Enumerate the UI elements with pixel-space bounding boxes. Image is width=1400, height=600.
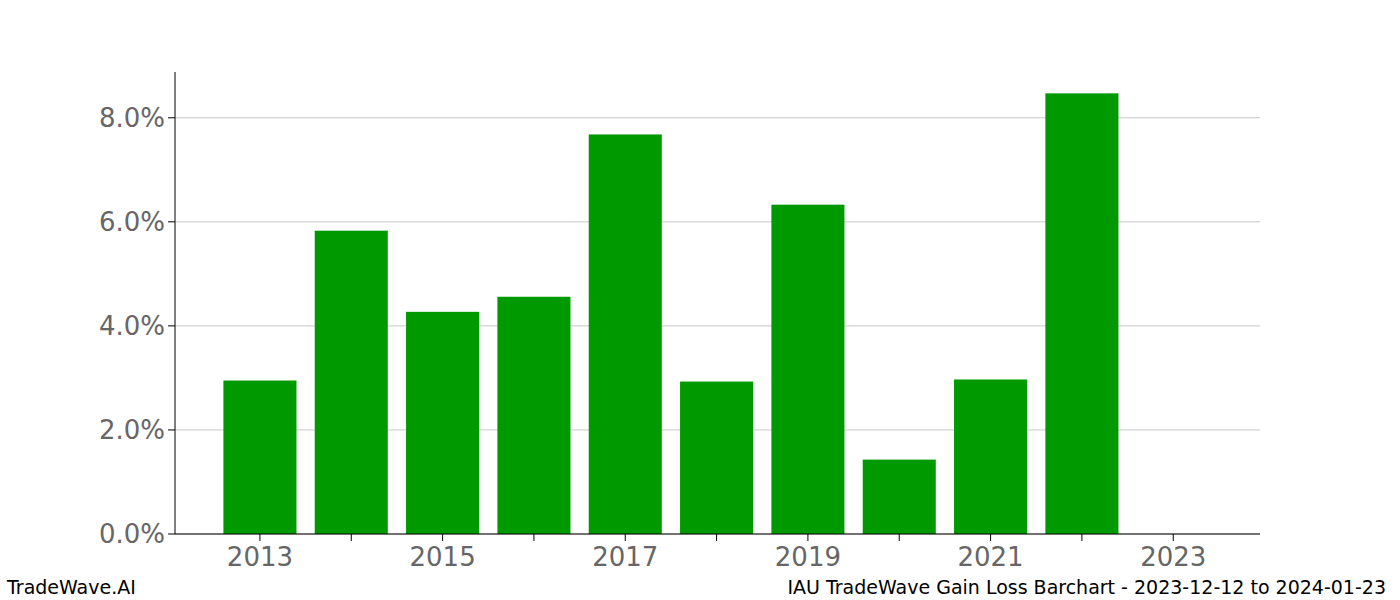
y-tick (168, 325, 175, 326)
x-tick (442, 534, 443, 541)
x-axis-line (175, 534, 1260, 535)
x-tick-label: 2015 (410, 542, 476, 572)
y-tick (168, 117, 175, 118)
x-tick (716, 534, 717, 541)
bar (497, 297, 570, 534)
bar (406, 312, 479, 534)
y-tick (168, 221, 175, 222)
x-tick (259, 534, 260, 541)
y-tick-label: 6.0% (99, 207, 165, 237)
x-tick (990, 534, 991, 541)
grid-line (175, 534, 1260, 535)
y-tick-label: 2.0% (99, 415, 165, 445)
x-tick-label: 2019 (775, 542, 841, 572)
y-tick (168, 429, 175, 430)
x-tick (351, 534, 352, 541)
bar (589, 134, 662, 534)
bar (315, 231, 388, 534)
bar (680, 382, 753, 534)
bar (771, 205, 844, 534)
y-tick-label: 0.0% (99, 519, 165, 549)
bar (863, 460, 936, 534)
x-tick (625, 534, 626, 541)
bars (223, 93, 1118, 534)
x-tick (533, 534, 534, 541)
bar (954, 379, 1027, 534)
bar (223, 381, 296, 534)
y-tick (168, 534, 175, 535)
x-tick (807, 534, 808, 541)
x-tick-label: 2021 (957, 542, 1023, 572)
x-tick (1081, 534, 1082, 541)
chart-container: 0.0% 2.0% 4.0% 6.0% 8.0% 2013 2015 2017 2019 2021… (0, 0, 1400, 600)
annotation: TradeWave.AI (6, 576, 136, 598)
y-axis-line (175, 72, 176, 534)
x-tick-label: 2013 (227, 542, 293, 572)
y-tick-label: 8.0% (99, 103, 165, 133)
x-axis: 2013 2015 2017 2019 2021 2023 (227, 534, 1206, 572)
x-tick-label: 2023 (1140, 542, 1206, 572)
x-tick (899, 534, 900, 541)
bar (1045, 93, 1118, 534)
title: IAU TradeWave Gain Loss Barchart - 2023-… (787, 576, 1386, 598)
chart-svg: 0.0% 2.0% 4.0% 6.0% 8.0% 2013 2015 2017 2019 2021… (0, 0, 1400, 600)
y-axis: 0.0% 2.0% 4.0% 6.0% 8.0% (99, 103, 175, 549)
x-tick (1173, 534, 1174, 541)
x-tick-label: 2017 (592, 542, 658, 572)
y-tick-label: 4.0% (99, 311, 165, 341)
